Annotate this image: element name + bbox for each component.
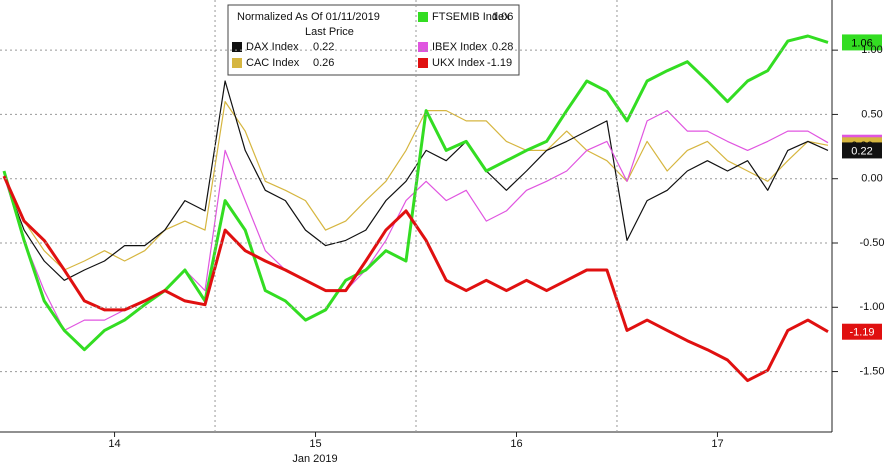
last-price-label: 1.06 [851,37,872,49]
legend: Normalized As Of 01/11/2019 Last Price D… [227,4,520,76]
y-tick-label: -1.50 [859,365,884,377]
legend-subtitle: Last Price [305,26,354,38]
legend-title: Normalized As Of 01/11/2019 [237,11,380,23]
legend-value: -1.19 [487,57,512,69]
legend-label: CAC Index [246,57,300,69]
last-price-label: 0.22 [851,145,872,157]
legend-label: UKX Index [432,57,485,69]
legend-value: 0.26 [313,57,334,69]
last-price-tag [842,142,882,159]
x-tick-label: 14 [108,438,120,450]
y-tick-label: -0.50 [859,237,884,249]
legend-swatch [418,12,428,22]
legend-box [227,4,520,76]
last-price-tag [842,323,882,340]
legend-label: FTSEMIB Index [432,11,510,23]
y-tick-label: 1.00 [861,44,882,56]
last-price-tags: 0.280.261.06-1.190.22 [842,34,882,340]
last-price-label: -1.19 [849,327,874,339]
legend-value: 0.22 [313,41,334,53]
last-price-tag [842,34,882,51]
legend-label: DAX Index [246,41,299,53]
x-axis-label: Jan 2019 [292,453,337,465]
y-tick-label: 0.50 [861,108,882,120]
legend-label: IBEX Index [432,41,488,53]
legend-value: 0.28 [492,41,513,53]
y-tick-label: 0.00 [861,173,882,185]
x-tick-label: 17 [711,438,723,450]
legend-swatch [418,42,428,52]
x-tick-label: 15 [309,438,321,450]
legend-swatch [232,58,242,68]
y-tick-label: -1.00 [859,301,884,313]
legend-swatch [232,42,242,52]
legend-value: 1.06 [492,11,513,23]
legend-swatch [418,58,428,68]
x-tick-label: 16 [510,438,522,450]
